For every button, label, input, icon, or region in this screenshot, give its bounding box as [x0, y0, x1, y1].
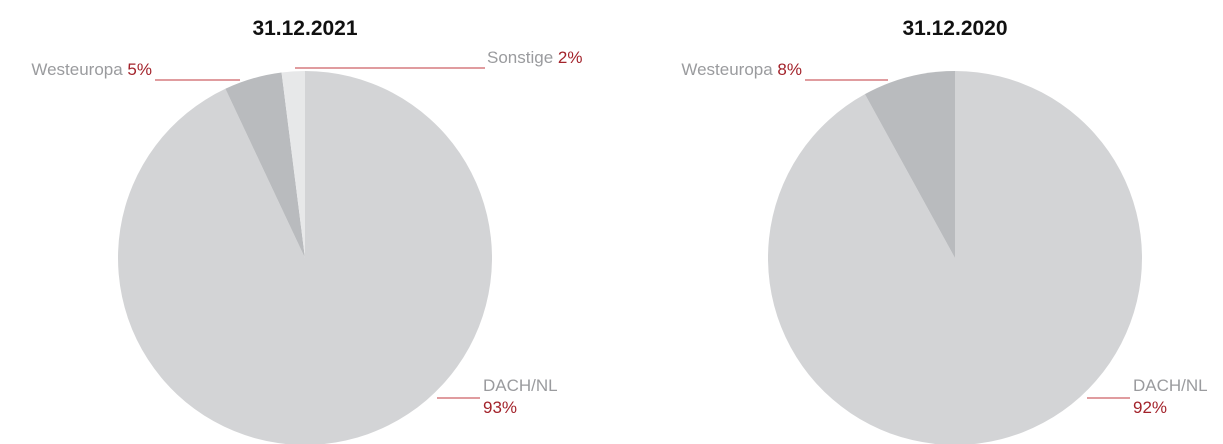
slice-value: 93% — [483, 398, 517, 417]
pie-slice — [225, 72, 305, 258]
slice-value: 92% — [1133, 398, 1167, 417]
slice-label: Sonstige — [487, 48, 553, 67]
slice-label-group: Westeuropa 5% — [31, 60, 152, 79]
pie-slice — [118, 71, 492, 444]
slice-label: Westeuropa — [681, 60, 773, 79]
chart-title: 31.12.2020 — [902, 17, 1007, 40]
slice-value: 2% — [558, 48, 583, 67]
slice-label-group: Westeuropa 8% — [681, 60, 802, 79]
pie-slice — [281, 71, 305, 258]
slice-label-group: Sonstige 2% — [487, 48, 582, 67]
slice-label: DACH/NL — [483, 376, 558, 395]
chart-title: 31.12.2021 — [252, 17, 357, 40]
slice-value: 5% — [127, 60, 152, 79]
pie-slice — [864, 71, 955, 258]
slice-value: 8% — [777, 60, 802, 79]
slice-label: Westeuropa — [31, 60, 123, 79]
slice-label: DACH/NL — [1133, 376, 1208, 395]
pie-slice — [768, 71, 1142, 444]
